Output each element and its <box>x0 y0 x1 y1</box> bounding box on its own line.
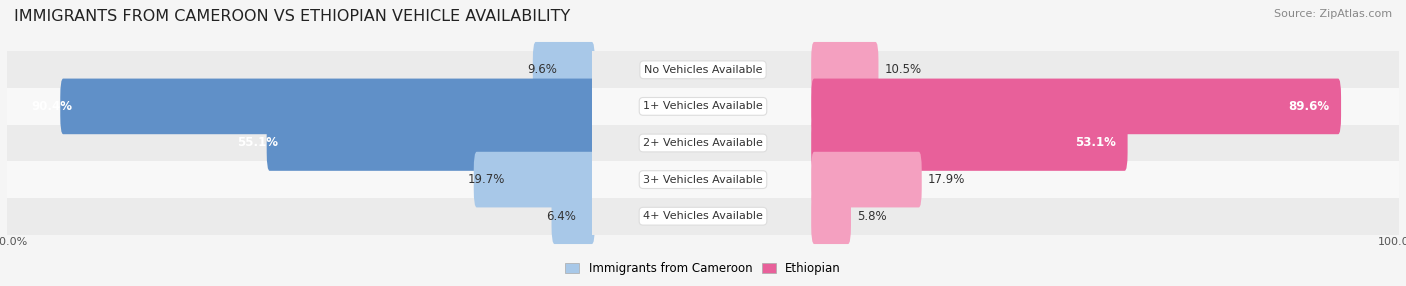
Bar <box>592 161 814 198</box>
Bar <box>7 125 592 161</box>
FancyBboxPatch shape <box>811 152 922 207</box>
Bar <box>7 51 592 88</box>
Text: 5.8%: 5.8% <box>856 210 886 223</box>
Bar <box>592 125 814 161</box>
FancyBboxPatch shape <box>474 152 595 207</box>
FancyBboxPatch shape <box>60 79 595 134</box>
Bar <box>7 88 592 125</box>
Bar <box>592 88 814 125</box>
Bar <box>592 198 814 235</box>
Text: 90.4%: 90.4% <box>31 100 72 113</box>
Text: 2+ Vehicles Available: 2+ Vehicles Available <box>643 138 763 148</box>
Bar <box>814 125 1399 161</box>
Text: 55.1%: 55.1% <box>238 136 278 150</box>
Text: 3+ Vehicles Available: 3+ Vehicles Available <box>643 175 763 184</box>
Text: 89.6%: 89.6% <box>1288 100 1330 113</box>
Bar <box>814 51 1399 88</box>
Text: 6.4%: 6.4% <box>546 210 575 223</box>
Text: IMMIGRANTS FROM CAMEROON VS ETHIOPIAN VEHICLE AVAILABILITY: IMMIGRANTS FROM CAMEROON VS ETHIOPIAN VE… <box>14 9 571 23</box>
FancyBboxPatch shape <box>811 79 1341 134</box>
FancyBboxPatch shape <box>267 115 595 171</box>
Bar <box>814 161 1399 198</box>
FancyBboxPatch shape <box>811 188 851 244</box>
Text: 4+ Vehicles Available: 4+ Vehicles Available <box>643 211 763 221</box>
Bar <box>814 198 1399 235</box>
Text: 53.1%: 53.1% <box>1076 136 1116 150</box>
Text: 19.7%: 19.7% <box>468 173 505 186</box>
FancyBboxPatch shape <box>551 188 595 244</box>
Bar <box>592 51 814 88</box>
FancyBboxPatch shape <box>811 115 1128 171</box>
Text: 9.6%: 9.6% <box>527 63 557 76</box>
Text: 10.5%: 10.5% <box>884 63 921 76</box>
Text: 1+ Vehicles Available: 1+ Vehicles Available <box>643 102 763 111</box>
Bar <box>814 88 1399 125</box>
Bar <box>7 161 592 198</box>
Bar <box>7 198 592 235</box>
FancyBboxPatch shape <box>533 42 595 98</box>
Text: 17.9%: 17.9% <box>928 173 965 186</box>
Text: No Vehicles Available: No Vehicles Available <box>644 65 762 75</box>
FancyBboxPatch shape <box>811 42 879 98</box>
Text: Source: ZipAtlas.com: Source: ZipAtlas.com <box>1274 9 1392 19</box>
Legend: Immigrants from Cameroon, Ethiopian: Immigrants from Cameroon, Ethiopian <box>560 258 846 280</box>
